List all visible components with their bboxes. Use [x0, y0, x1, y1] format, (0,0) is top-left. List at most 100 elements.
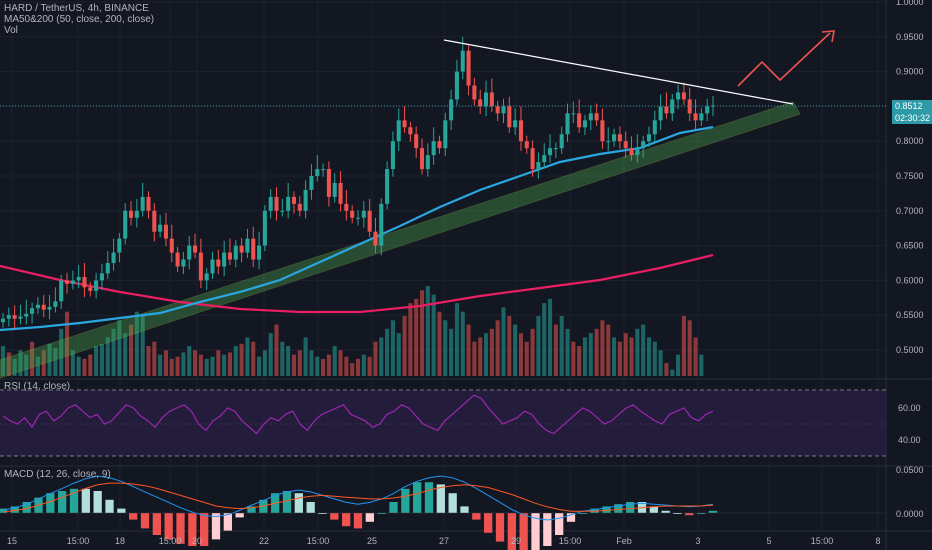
candle-body — [705, 106, 710, 114]
volume-bar — [82, 358, 87, 376]
candle-body — [18, 316, 23, 319]
candle-body — [146, 196, 151, 211]
macd-histogram-bar — [472, 513, 481, 520]
candle-body — [227, 252, 233, 260]
volume-bar — [227, 352, 233, 376]
time-tick-label: 20 — [192, 536, 202, 546]
volume-bar — [355, 358, 361, 376]
macd-histogram-bar — [460, 506, 469, 513]
candle-body — [385, 169, 390, 204]
volume-bar — [105, 337, 110, 376]
volume-bar — [18, 350, 23, 376]
volume-bar — [233, 346, 238, 376]
rsi-legend: RSI (14, close) — [4, 381, 71, 392]
candle-body — [501, 106, 506, 114]
volume-bar — [303, 337, 308, 376]
macd-histogram-bar — [306, 502, 315, 513]
volume-bar — [64, 311, 70, 376]
volume-bar — [315, 356, 320, 376]
volume-bar — [30, 341, 35, 376]
candle-body — [134, 210, 139, 218]
volume-bar — [472, 341, 477, 376]
volume-bar — [606, 324, 611, 376]
candle-body — [239, 245, 244, 253]
volume-bar — [478, 337, 483, 376]
volume-bar — [571, 341, 576, 376]
candle-body — [629, 148, 634, 156]
candle-body — [373, 231, 378, 246]
volume-bar — [210, 356, 215, 376]
volume-bar — [443, 320, 448, 376]
volume-bar — [379, 337, 384, 376]
candle-body — [565, 113, 570, 135]
candle-body — [460, 50, 465, 72]
candle-body — [169, 238, 174, 253]
candle-body — [233, 245, 238, 260]
time-tick-label: 15:00 — [67, 536, 90, 546]
candle-body — [274, 196, 279, 211]
volume-bar — [0, 346, 6, 376]
volume-bar — [367, 356, 372, 376]
macd-histogram-bar — [424, 482, 434, 513]
candle-body — [47, 306, 52, 310]
volume-bar — [414, 298, 419, 376]
volume-bar — [408, 303, 413, 376]
volume-bar — [646, 337, 652, 376]
macd-histogram-bar — [661, 510, 670, 513]
volume-bar — [222, 354, 227, 376]
volume-bar — [454, 303, 459, 376]
candle-body — [530, 148, 535, 170]
candle-body — [454, 71, 459, 100]
macd-histogram-bar — [413, 482, 422, 513]
volume-bar — [495, 320, 500, 376]
projection-arrowhead — [821, 30, 835, 43]
volume-bar — [617, 341, 622, 376]
macd-histogram-bar — [294, 493, 303, 513]
candle-body — [518, 120, 523, 142]
volume-bar — [431, 294, 436, 376]
last-price-tag: 0.8512 — [892, 100, 932, 112]
macd-histogram-bar — [389, 502, 398, 513]
candle-body — [466, 50, 471, 86]
channel-band — [0, 101, 801, 379]
volume-bar — [94, 346, 99, 376]
macd-histogram-bar — [531, 513, 540, 550]
macd-histogram-bar — [188, 513, 197, 546]
volume-bar — [612, 337, 617, 376]
macd-histogram-bar — [164, 513, 173, 540]
candlesticks — [0, 36, 716, 329]
candle-body — [175, 252, 180, 267]
ma200-line — [0, 253, 714, 314]
time-tick-label: 3 — [695, 536, 700, 546]
volume-bar — [111, 328, 116, 376]
rsi-tick-label: 60.00 — [898, 403, 921, 413]
volume-bar — [635, 328, 640, 376]
time-tick-label: 18 — [115, 536, 125, 546]
time-tick-label: 29 — [511, 536, 521, 546]
volume-bar — [146, 346, 151, 376]
macd-histogram-bar — [129, 513, 138, 520]
macd-histogram-bar — [519, 513, 528, 550]
volume-bar — [658, 350, 663, 376]
candle-body — [414, 134, 419, 149]
volume-bar — [338, 350, 343, 376]
macd-histogram-bar — [223, 513, 232, 531]
macd-histogram-bar — [649, 506, 658, 513]
candle-body — [303, 189, 308, 211]
candle-body — [443, 120, 448, 149]
candle-body — [99, 273, 104, 281]
candle-body — [321, 169, 326, 171]
macd-histogram-bar — [211, 513, 221, 540]
volume-bar — [245, 337, 250, 376]
signal-line — [2, 482, 714, 513]
volume-bar — [134, 311, 139, 376]
volume-bar — [175, 356, 180, 376]
candle-body — [117, 238, 122, 253]
candle-body — [344, 203, 349, 211]
candle-body — [571, 113, 576, 115]
candle-body — [623, 141, 628, 149]
candle-body — [495, 106, 500, 114]
volume-bar — [309, 350, 314, 376]
candle-body — [617, 134, 622, 142]
